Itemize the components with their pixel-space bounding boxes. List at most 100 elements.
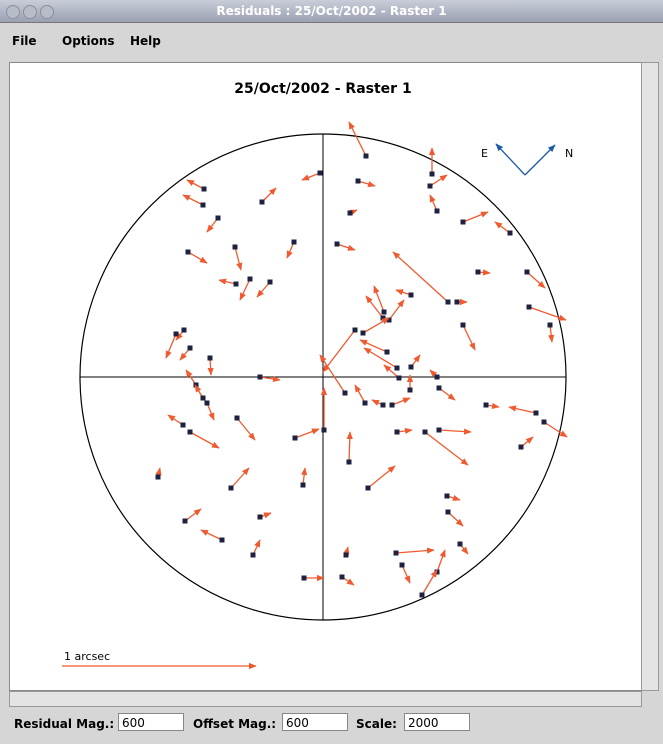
star-position <box>187 345 193 351</box>
residual-arrow <box>363 347 398 369</box>
residual-arrow <box>286 241 295 259</box>
star-position <box>454 299 460 305</box>
star-position <box>445 299 451 305</box>
field-label: Scale: <box>356 717 397 731</box>
star-position <box>419 592 425 598</box>
compass-label: E <box>481 147 488 160</box>
residual-arrow <box>395 547 435 554</box>
residual-arrow <box>429 194 438 212</box>
residual-arrow <box>189 431 220 449</box>
star-position <box>247 276 253 282</box>
window-button[interactable] <box>23 5 37 19</box>
residual-arrow <box>462 324 476 351</box>
residual-arrow <box>438 428 472 435</box>
window-button[interactable] <box>40 5 54 19</box>
residual-arrow <box>429 174 448 187</box>
residual-arrow <box>301 467 308 486</box>
residual-arrow <box>373 285 385 313</box>
star-position <box>343 552 349 558</box>
compass-arrow <box>524 144 556 176</box>
star-position <box>434 208 440 214</box>
star-position <box>228 485 234 491</box>
star-position <box>334 241 340 247</box>
text-field[interactable]: 600 <box>282 713 348 731</box>
residual-arrow <box>239 278 251 301</box>
text-field[interactable]: 600 <box>118 713 184 731</box>
star-position <box>434 374 440 380</box>
vertical-scrollbar[interactable] <box>641 62 659 691</box>
star-position <box>396 375 402 381</box>
star-position <box>436 385 442 391</box>
residual-arrow <box>528 306 567 321</box>
star-position <box>267 279 273 285</box>
scale-label: 1 arcsec <box>64 650 110 663</box>
star-position <box>317 170 323 176</box>
star-position <box>475 269 481 275</box>
star-position <box>360 330 366 336</box>
star-position <box>215 215 221 221</box>
star-position <box>533 410 539 416</box>
star-position <box>393 550 399 556</box>
star-position <box>181 327 187 333</box>
star-position <box>524 269 530 275</box>
star-position <box>483 402 489 408</box>
horizontal-scrollbar[interactable] <box>9 691 642 707</box>
star-position <box>155 474 161 480</box>
menu-item[interactable]: File <box>12 34 37 48</box>
residual-arrow <box>322 329 356 373</box>
star-position <box>300 482 306 488</box>
star-position <box>407 387 413 393</box>
residual-arrow <box>462 211 489 223</box>
star-position <box>460 219 466 225</box>
star-position <box>363 153 369 159</box>
star-position <box>182 518 188 524</box>
star-position <box>232 244 238 250</box>
field-label: Offset Mag.: <box>193 717 277 731</box>
residual-arrow <box>388 299 405 321</box>
residual-arrow <box>392 251 449 303</box>
star-position <box>526 304 532 310</box>
star-position <box>292 435 298 441</box>
star-position <box>422 429 428 435</box>
window-button[interactable] <box>6 5 20 19</box>
residual-arrow <box>401 564 411 584</box>
residual-arrow <box>436 549 446 573</box>
star-position <box>427 183 433 189</box>
star-position <box>408 292 414 298</box>
residual-arrow <box>319 354 346 394</box>
residual-arrow <box>218 278 237 285</box>
residual-arrow <box>354 384 366 404</box>
star-position <box>180 422 186 428</box>
menu-item[interactable]: Options <box>62 34 115 48</box>
star-position <box>389 402 395 408</box>
menu-bar <box>0 23 663 61</box>
residual-arrow <box>367 465 396 489</box>
star-position <box>200 202 206 208</box>
text-field[interactable]: 2000 <box>404 713 470 731</box>
residual-arrow <box>365 295 384 319</box>
residual-arrow <box>357 180 376 188</box>
residual-arrow <box>391 397 411 406</box>
star-position <box>394 429 400 435</box>
residual-arrow <box>348 121 367 157</box>
star-position <box>339 574 345 580</box>
star-position <box>347 210 353 216</box>
star-position <box>201 186 207 192</box>
residual-arrow <box>234 246 243 271</box>
residual-arrow <box>206 402 215 421</box>
residual-arrow <box>548 324 555 343</box>
star-position <box>234 415 240 421</box>
residual-arrow <box>165 333 177 359</box>
residual-arrow <box>543 421 568 438</box>
star-position <box>444 493 450 499</box>
star-position <box>233 281 239 287</box>
residual-arrow <box>424 431 469 466</box>
star-position <box>173 331 179 337</box>
residual-arrow <box>187 251 208 264</box>
star-position <box>355 178 361 184</box>
menu-item[interactable]: Help <box>130 34 161 48</box>
star-position <box>204 400 210 406</box>
star-position <box>457 541 463 547</box>
star-position <box>547 322 553 328</box>
